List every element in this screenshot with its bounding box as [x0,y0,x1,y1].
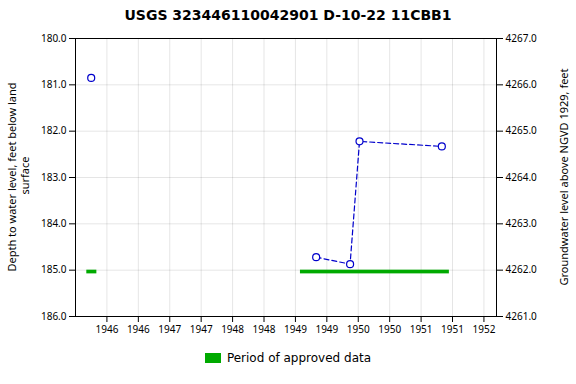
svg-text:1951: 1951 [441,322,464,336]
svg-text:181.0: 181.0 [41,77,67,91]
svg-text:1949: 1949 [315,322,338,336]
svg-text:4263.0: 4263.0 [506,216,538,230]
svg-text:4265.0: 4265.0 [506,123,538,137]
svg-text:184.0: 184.0 [41,216,67,230]
svg-text:1946: 1946 [127,322,150,336]
svg-text:4262.0: 4262.0 [506,262,538,276]
svg-text:1950: 1950 [347,322,370,336]
svg-text:4264.0: 4264.0 [506,170,538,184]
html-text:Period of approved data: Period of approved data [226,351,372,365]
svg-text:1948: 1948 [253,322,276,336]
svg-text:1946: 1946 [95,322,118,336]
svg-text:4266.0: 4266.0 [506,77,538,91]
svg-text:Groundwater level above NGVD 1: Groundwater level above NGVD 1929, feet [556,68,571,285]
svg-text:1947: 1947 [190,322,213,336]
svg-text:180.0: 180.0 [41,31,67,45]
svg-text:1951: 1951 [410,322,433,336]
svg-text:4261.0: 4261.0 [506,309,538,323]
svg-text:1952: 1952 [472,322,495,336]
svg-text:4267.0: 4267.0 [506,31,538,45]
svg-text:186.0: 186.0 [41,309,67,323]
svg-text:1948: 1948 [221,322,244,336]
svg-text:1947: 1947 [158,322,181,336]
svg-text:Depth to water level, feet bel: Depth to water level, feet below land su… [4,82,32,271]
svg-text:183.0: 183.0 [41,170,67,184]
svg-text:185.0: 185.0 [41,262,67,276]
svg-text:1949: 1949 [284,322,307,336]
svg-text:182.0: 182.0 [41,123,67,137]
svg-text:1950: 1950 [378,322,401,336]
html-text:USGS 323446110042901 D-10-22 1: USGS 323446110042901 D-10-22 11CBB1 [124,7,452,23]
